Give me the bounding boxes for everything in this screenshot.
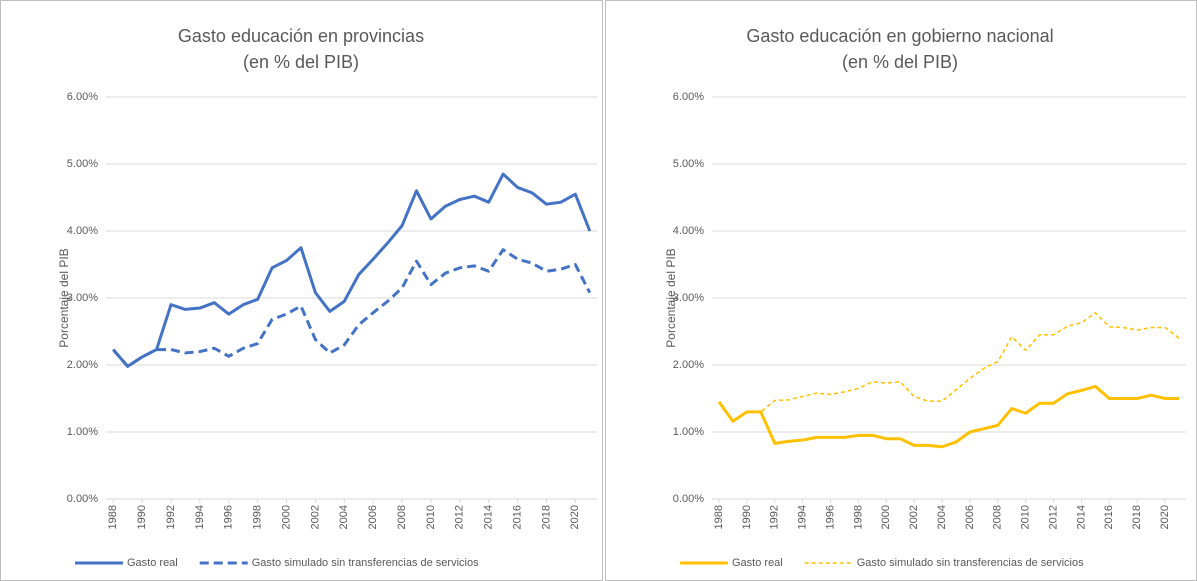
x-tick-label: 2000 (280, 505, 292, 529)
y-axis-label: Porcentaje del PIB (664, 248, 678, 347)
x-tick-label: 2016 (511, 505, 523, 529)
chart-subtitle: (en % del PIB) (243, 52, 359, 72)
x-tick-label: 2008 (992, 505, 1004, 529)
legend-label: Gasto simulado sin transferencias de ser… (857, 557, 1084, 569)
series-line (718, 311, 1180, 423)
legend-label: Gasto real (127, 557, 178, 569)
x-tick-label: 1988 (107, 505, 119, 529)
x-tick-label: 1992 (769, 505, 781, 529)
y-tick-label: 4.00% (673, 225, 704, 237)
y-tick-label: 3.00% (673, 292, 704, 304)
x-tick-label: 2014 (1075, 505, 1087, 529)
x-tick-label: 1988 (713, 505, 725, 529)
y-tick-label: 4.00% (67, 225, 98, 237)
x-tick-label: 1990 (136, 505, 148, 529)
y-tick-label: 5.00% (673, 158, 704, 170)
x-tick-label: 1996 (824, 505, 836, 529)
chart-title: Gasto educación en gobierno nacional (746, 26, 1053, 46)
x-tick-label: 1990 (741, 505, 753, 529)
x-tick-label: 2012 (454, 505, 466, 529)
x-tick-label: 1994 (797, 505, 809, 529)
x-tick-label: 2006 (964, 505, 976, 529)
x-tick-label: 2014 (483, 505, 495, 529)
y-tick-label: 6.00% (67, 91, 98, 103)
x-tick-label: 2002 (908, 505, 920, 529)
y-tick-label: 1.00% (673, 426, 704, 438)
x-tick-label: 1994 (194, 505, 206, 529)
x-tick-label: 2006 (367, 505, 379, 529)
legend-label: Gasto simulado sin transferencias de ser… (252, 557, 479, 569)
series-line (112, 248, 592, 368)
y-tick-label: 3.00% (67, 292, 98, 304)
x-tick-label: 2004 (338, 505, 350, 529)
x-tick-label: 2000 (880, 505, 892, 529)
series-line (717, 384, 1180, 449)
x-tick-label: 2018 (1131, 505, 1143, 529)
y-tick-label: 1.00% (67, 426, 98, 438)
y-tick-label: 2.00% (673, 359, 704, 371)
y-tick-label: 0.00% (673, 493, 704, 505)
series-line (112, 172, 592, 368)
x-tick-label: 2010 (425, 505, 437, 529)
x-tick-label: 1992 (165, 505, 177, 529)
x-tick-label: 2020 (1159, 505, 1171, 529)
x-tick-label: 2016 (1103, 505, 1115, 529)
x-tick-label: 2012 (1047, 505, 1059, 529)
y-tick-label: 6.00% (673, 91, 704, 103)
x-tick-label: 2008 (396, 505, 408, 529)
y-tick-label: 2.00% (67, 359, 98, 371)
chart-subtitle: (en % del PIB) (842, 52, 958, 72)
y-tick-label: 5.00% (67, 158, 98, 170)
x-tick-label: 2018 (540, 505, 552, 529)
x-tick-label: 2002 (309, 505, 321, 529)
x-tick-label: 1998 (852, 505, 864, 529)
legend-label: Gasto real (732, 557, 783, 569)
x-tick-label: 2004 (936, 505, 948, 529)
x-tick-label: 1998 (252, 505, 264, 529)
x-tick-label: 2010 (1020, 505, 1032, 529)
x-tick-label: 1996 (223, 505, 235, 529)
y-axis-label: Porcentaje del PIB (57, 248, 71, 347)
chart-title: Gasto educación en provincias (178, 26, 424, 46)
x-tick-label: 2020 (569, 505, 581, 529)
y-tick-label: 0.00% (67, 493, 98, 505)
